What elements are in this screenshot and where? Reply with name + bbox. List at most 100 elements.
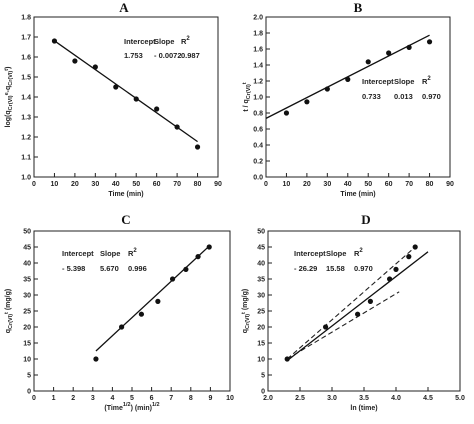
data-point: [393, 266, 399, 272]
x-tick-label: 10: [283, 181, 291, 188]
x-tick-label: 2.5: [295, 395, 305, 402]
stats-value: 0.013: [394, 92, 413, 101]
y-tick-label: 1.1: [21, 155, 31, 162]
y-tick-label: 25: [257, 309, 265, 316]
y-tick-label: 5: [261, 373, 265, 380]
data-point: [386, 50, 392, 56]
panel-d: 2.0 2.5 3.0 3.5 4.0 4.5 5.0 0 5 10 15 20 25 30 35 40 45 5…: [241, 212, 465, 412]
panel-label: B: [354, 0, 363, 15]
y-tick-label: 0.2: [253, 159, 263, 166]
data-point: [206, 244, 212, 250]
data-point: [169, 276, 176, 282]
panel-b: 0 10 20 30 40 50 60 70 80 90 0.0 0.2 0.4 0.6 0.8 1.0 1.2…: [242, 0, 454, 198]
data-point: [324, 86, 330, 92]
x-tick-label: 5: [130, 395, 134, 402]
data-point: [72, 58, 78, 64]
x-tick-label: 3: [91, 395, 95, 402]
data-point: [138, 311, 145, 317]
x-tick-label: 9: [208, 395, 212, 402]
x-tick-label: 0: [32, 181, 36, 188]
y-axis-label: t / qCr(VI)t: [242, 82, 252, 111]
x-tick-label: 70: [405, 181, 413, 188]
y-tick-label: 40: [257, 261, 265, 268]
y-tick-label: 1.6: [21, 55, 31, 62]
x-tick-label: 60: [153, 181, 161, 188]
fit-line: [286, 251, 429, 362]
y-tick-label: 1.2: [253, 79, 263, 86]
x-tick-label: 30: [91, 181, 99, 188]
data-point: [174, 124, 180, 130]
y-tick-label: 0.0: [253, 175, 263, 182]
panel-a: 0 10 20 30 40 50 60 70 80 90 1.0 1.1 1.2 1.3 1.4 1.5 1.6…: [4, 0, 222, 198]
data-point: [426, 39, 433, 45]
y-tick-label: 50: [23, 229, 31, 236]
data-point: [355, 311, 361, 317]
panel-label: D: [361, 212, 370, 227]
stats-header: Slope: [154, 37, 174, 46]
stats-value: - 5.398: [62, 264, 85, 273]
x-axis-label: Time (min): [108, 191, 143, 198]
y-tick-label: 1.6: [253, 47, 263, 54]
x-tick-label: 0: [264, 181, 268, 188]
x-tick-label: 7: [169, 395, 173, 402]
y-axis-label: qCr(VI)t (mg/g): [241, 289, 251, 333]
y-tick-label: 30: [23, 293, 31, 300]
x-tick-label: 60: [385, 181, 393, 188]
data-point: [345, 76, 351, 82]
x-tick-label: 4.0: [391, 395, 401, 402]
x-tick-label: 5.0: [455, 395, 465, 402]
stats-header: R2: [422, 76, 431, 86]
stats-value: 0.970: [422, 92, 441, 101]
panel-label: A: [119, 0, 129, 15]
x-tick-label: 50: [132, 181, 140, 188]
stats-value: 0.970: [354, 264, 373, 273]
data-point: [365, 59, 371, 65]
data-point: [406, 44, 412, 51]
x-tick-label: 20: [303, 181, 311, 188]
dashed-fit-line: [286, 291, 400, 360]
y-axis-label: log(qCr(VI)e-qCr(VI)t): [4, 67, 14, 128]
y-tick-label: 1.4: [21, 95, 31, 102]
x-axis-label: (Time1/2) (min)1/2: [104, 402, 159, 412]
y-tick-label: 5: [27, 373, 31, 380]
data-point: [113, 84, 119, 90]
y-tick-label: 0.8: [253, 111, 263, 118]
y-tick-label: 35: [23, 277, 31, 284]
x-tick-label: 20: [71, 181, 79, 188]
panel-label: C: [121, 212, 130, 227]
x-tick-label: 2: [71, 395, 75, 402]
data-point: [406, 254, 412, 260]
x-tick-label: 4: [110, 395, 114, 402]
x-tick-label: 90: [446, 181, 454, 188]
y-tick-label: 30: [257, 293, 265, 300]
x-tick-label: 8: [189, 395, 193, 402]
data-point: [183, 266, 189, 272]
y-tick-label: 1.2: [21, 135, 31, 142]
stats-header: R2: [128, 248, 137, 258]
y-tick-label: 35: [257, 277, 265, 284]
stats-value: 0.996: [128, 264, 147, 273]
y-tick-label: 10: [257, 357, 265, 364]
stats-value: 0.987: [181, 51, 200, 60]
data-point: [323, 324, 329, 330]
data-point: [133, 96, 139, 102]
y-tick-label: 45: [23, 245, 31, 252]
y-tick-label: 45: [257, 245, 265, 252]
fit-line: [54, 40, 198, 143]
y-tick-label: 50: [257, 229, 265, 236]
fit-line: [95, 245, 210, 352]
data-point: [284, 356, 290, 362]
data-point: [92, 64, 98, 70]
x-tick-label: 10: [51, 181, 59, 188]
y-tick-label: 0.6: [253, 127, 263, 134]
data-point: [195, 254, 201, 260]
x-axis-label: Time (min): [340, 191, 375, 198]
y-tick-label: 1.5: [21, 75, 31, 82]
x-tick-label: 80: [194, 181, 202, 188]
stats-header: Intercept: [294, 249, 326, 258]
stats-header: Slope: [394, 77, 414, 86]
x-tick-label: 6: [150, 395, 154, 402]
data-point: [412, 244, 418, 250]
